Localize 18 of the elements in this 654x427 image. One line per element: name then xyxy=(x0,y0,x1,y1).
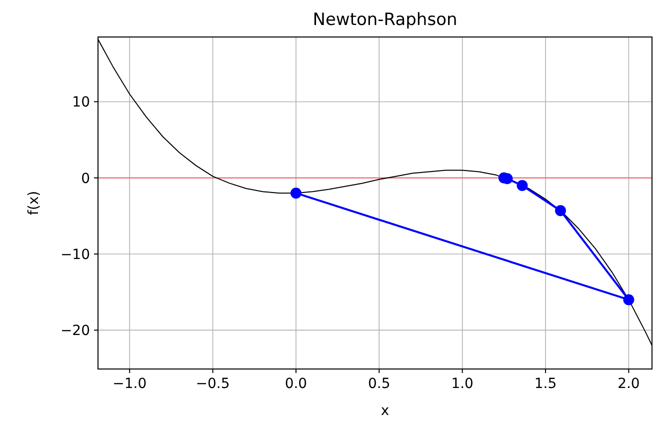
x-tick-label: 1.0 xyxy=(451,376,474,392)
point xyxy=(516,180,528,191)
x-tick-label: 0.5 xyxy=(368,376,390,392)
point xyxy=(555,205,566,216)
x-tick-label: 1.5 xyxy=(534,376,557,392)
x-tick-label: −1.0 xyxy=(112,376,147,392)
x-axis-title: x xyxy=(380,403,390,419)
x-tick-label: 0.0 xyxy=(284,376,308,392)
y-tick-label: −10 xyxy=(60,247,90,264)
chart-title: Newton-Raphson xyxy=(312,10,458,30)
x-tick-label: 2.0 xyxy=(618,376,640,392)
y-tick-label: 0 xyxy=(81,170,90,187)
point xyxy=(290,188,302,199)
y-tick-label: −20 xyxy=(60,323,90,340)
y-axis-title: f(x) xyxy=(26,190,42,216)
y-tick-label: 10 xyxy=(72,94,90,111)
x-tick-label: −0.5 xyxy=(196,376,230,392)
point xyxy=(623,294,634,306)
